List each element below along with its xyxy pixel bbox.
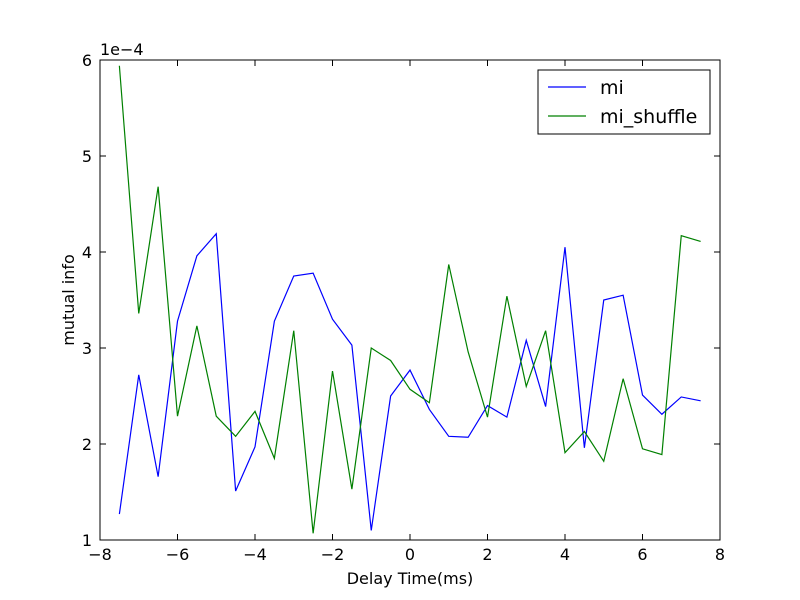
x-tick-label: 2: [482, 545, 492, 564]
x-tick-label: 6: [637, 545, 647, 564]
legend-label-mi: mi: [600, 77, 624, 99]
plot-area: −8 −6 −4 −2 0 2 4 6 8 1 2 3 4 5 6: [82, 51, 725, 564]
x-tick-label: 0: [405, 545, 415, 564]
legend-box: [537, 69, 711, 135]
x-tick-label: −8: [88, 545, 112, 564]
y-tick-label: 5: [82, 147, 92, 166]
y-tick-label: 2: [82, 435, 92, 454]
y-tick-label: 1: [82, 531, 92, 550]
y-tick-label: 4: [82, 243, 92, 262]
x-tick-label: −2: [321, 545, 345, 564]
legend: mi mi_shuffle: [537, 69, 711, 135]
series-line-mi: [118, 232, 701, 531]
series-line-mi-shuffle: [118, 65, 701, 534]
y-tick-label: 6: [82, 51, 92, 70]
y-offset-text: 1e−4: [100, 40, 144, 59]
y-tick-label: 3: [82, 339, 92, 358]
legend-label-mi-shuffle: mi_shuffle: [600, 106, 697, 128]
x-tick-label: −4: [243, 545, 267, 564]
x-tick-label: −6: [166, 545, 190, 564]
x-tick-label: 4: [560, 545, 570, 564]
y-axis-label: mutual info: [59, 254, 78, 345]
x-tick-label: 8: [715, 545, 725, 564]
x-axis-label: Delay Time(ms): [347, 569, 474, 588]
